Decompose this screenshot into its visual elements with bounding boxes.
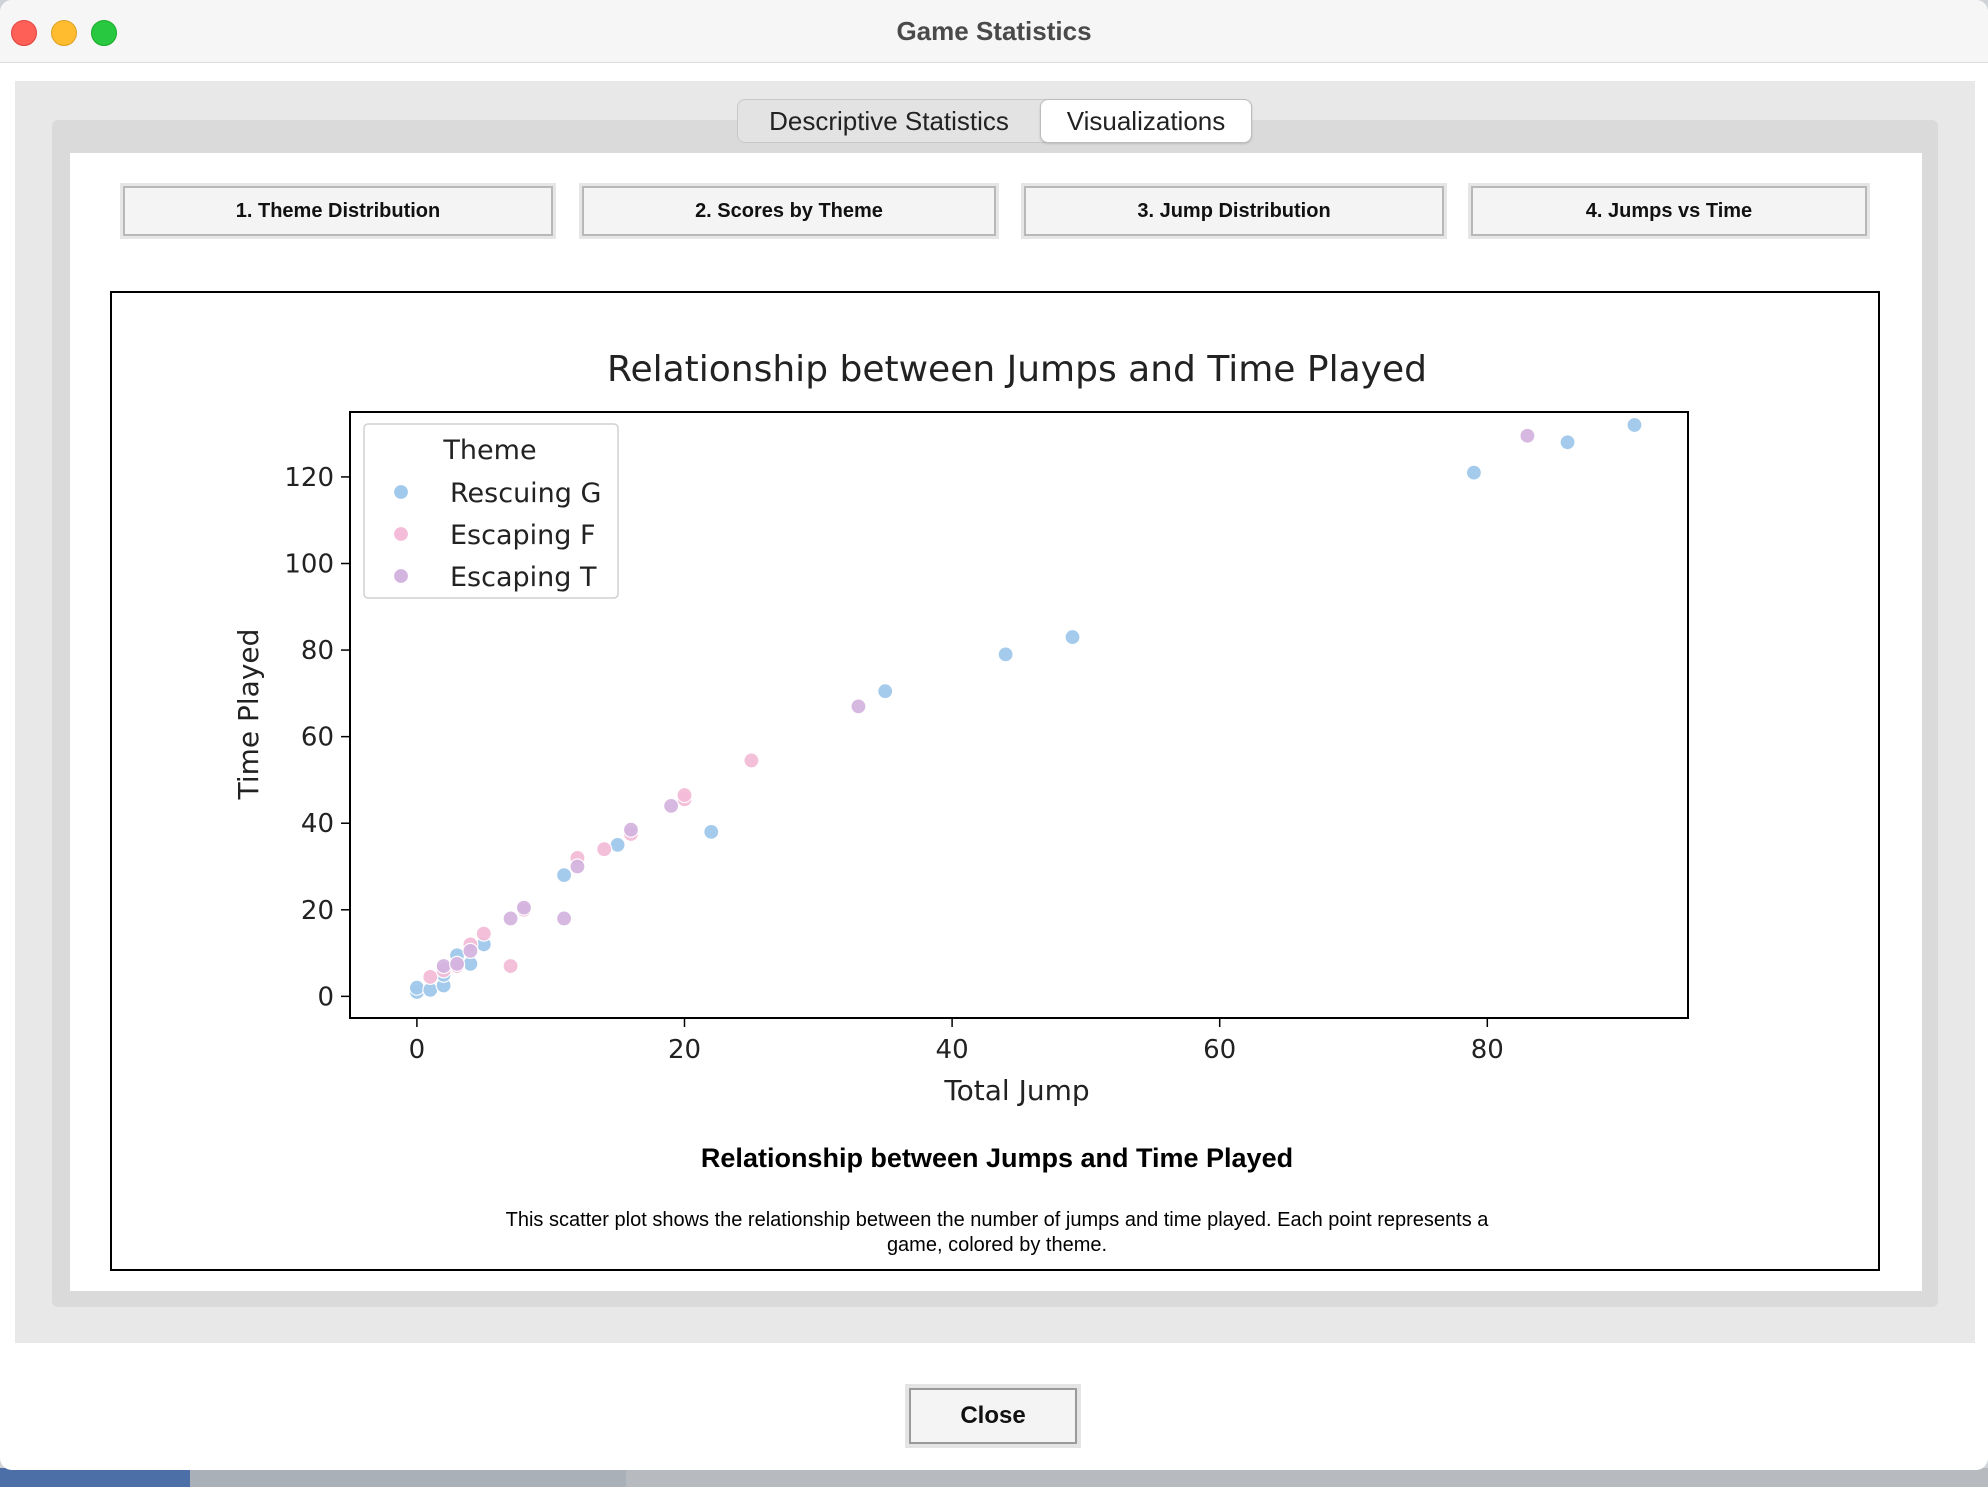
data-point-series-1 xyxy=(1559,434,1576,451)
tab-bar: Descriptive Statistics Visualizations xyxy=(737,99,1252,143)
y-tick-label: 20 xyxy=(301,896,334,926)
data-point-series-1 xyxy=(997,646,1014,663)
minimize-window-button[interactable] xyxy=(51,20,77,46)
x-tick-label: 0 xyxy=(409,1035,426,1065)
y-tick-label: 0 xyxy=(317,982,334,1012)
axes-layer: 0 20 40 60 80 0 20 40 60 80 100 120 xyxy=(284,411,1689,1065)
data-point-series-1 xyxy=(408,979,425,996)
data-point-series-3 xyxy=(435,957,452,975)
data-point-series-3 xyxy=(622,821,640,838)
x-tick-label: 60 xyxy=(1203,1035,1236,1065)
data-point-series-1 xyxy=(703,823,720,840)
close-button[interactable]: Close xyxy=(905,1384,1081,1448)
plot-frame: Relationship between Jumps and Time Play… xyxy=(110,291,1880,1271)
desktop-dock-sliver xyxy=(0,1468,190,1487)
plot-area-frame xyxy=(349,411,1689,1019)
jumps-vs-time-button[interactable]: 4. Jumps vs Time xyxy=(1468,183,1870,239)
data-point-series-3 xyxy=(555,910,573,927)
legend-marker-1 xyxy=(392,483,410,501)
data-point-series-1 xyxy=(1626,416,1643,434)
y-tick-label: 100 xyxy=(284,550,334,580)
data-point-series-1 xyxy=(1064,628,1081,646)
legend: Theme Rescuing G Escaping F Escaping T xyxy=(363,423,619,599)
data-point-series-1 xyxy=(609,836,626,853)
data-point-series-1 xyxy=(877,683,894,700)
x-tick-label: 40 xyxy=(936,1035,969,1065)
caption-description: This scatter plot shows the relationship… xyxy=(505,1209,1489,1256)
legend-title: Theme xyxy=(442,435,536,466)
desktop-window-sliver xyxy=(626,1468,1988,1487)
legend-box xyxy=(363,423,619,599)
y-axis-label: Time Played xyxy=(232,629,265,801)
points-layer xyxy=(408,416,1643,1001)
close-window-button[interactable] xyxy=(11,20,37,46)
legend-entry-2: Escaping F xyxy=(450,520,596,551)
data-point-series-1 xyxy=(1465,464,1483,481)
data-point-series-3 xyxy=(850,698,867,715)
zoom-window-button[interactable] xyxy=(91,20,117,46)
data-point-series-3 xyxy=(462,942,479,960)
data-point-series-2 xyxy=(502,957,519,975)
tab-descriptive-statistics[interactable]: Descriptive Statistics xyxy=(769,106,1009,136)
legend-marker-2 xyxy=(392,525,410,543)
y-tick-label: 40 xyxy=(301,809,334,839)
theme-distribution-button[interactable]: 1. Theme Distribution xyxy=(120,183,556,239)
caption-title: Relationship between Jumps and Time Play… xyxy=(700,1143,1294,1173)
scores-by-theme-button[interactable]: 2. Scores by Theme xyxy=(579,183,999,239)
legend-marker-3 xyxy=(392,567,410,585)
data-point-series-2 xyxy=(676,786,693,804)
data-point-series-2 xyxy=(475,925,492,942)
data-point-series-3 xyxy=(663,797,680,815)
jump-distribution-button[interactable]: 3. Jump Distribution xyxy=(1021,183,1447,239)
chart-title: Relationship between Jumps and Time Play… xyxy=(607,349,1427,390)
data-point-series-3 xyxy=(502,910,519,927)
data-point-series-1 xyxy=(555,867,573,884)
tab-visualizations[interactable]: Visualizations xyxy=(1040,99,1252,143)
y-tick-label: 120 xyxy=(284,463,334,493)
data-point-series-3 xyxy=(569,858,586,875)
title-bar[interactable]: Game Statistics xyxy=(0,0,1988,63)
data-point-series-2 xyxy=(422,968,439,985)
window-title: Game Statistics xyxy=(896,16,1092,46)
legend-entry-1: Rescuing G xyxy=(450,478,601,509)
data-point-series-3 xyxy=(448,955,466,972)
x-axis-label: Total Jump xyxy=(943,1074,1089,1107)
data-point-series-3 xyxy=(515,899,533,916)
y-tick-label: 60 xyxy=(301,723,334,753)
data-point-series-3 xyxy=(1519,427,1536,444)
data-point-series-2 xyxy=(596,841,613,858)
scatter-chart: Relationship between Jumps and Time Play… xyxy=(232,349,1689,1107)
legend-entry-3: Escaping T xyxy=(450,562,597,593)
desktop-background xyxy=(0,1468,1988,1487)
y-tick-label: 80 xyxy=(301,636,334,666)
x-tick-label: 80 xyxy=(1471,1035,1504,1065)
x-tick-label: 20 xyxy=(668,1035,701,1065)
data-point-series-2 xyxy=(743,752,760,769)
